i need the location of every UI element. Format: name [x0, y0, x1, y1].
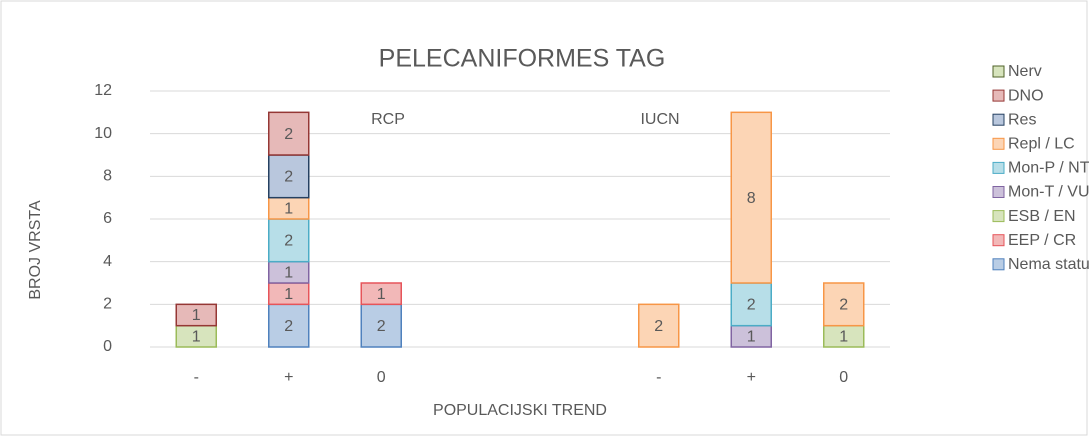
bar-segment — [268, 218, 310, 263]
legend-label: Res — [1008, 111, 1036, 128]
y-tick-label: 0 — [103, 338, 112, 355]
y-axis-label: BROJ VRSTA — [27, 200, 44, 300]
legend-swatch — [992, 186, 1005, 198]
data-label: 2 — [284, 126, 293, 143]
data-label: 2 — [747, 297, 756, 314]
data-label: 2 — [284, 318, 293, 335]
bar-segment — [268, 111, 310, 156]
y-tick-label: 8 — [103, 168, 112, 185]
data-label: 2 — [654, 318, 663, 335]
legend-swatch — [992, 137, 1005, 150]
legend-label: Nerv — [1008, 63, 1042, 80]
legend-label: ESB / EN — [1008, 208, 1076, 225]
legend-swatch — [992, 65, 1005, 78]
bar-segment — [730, 111, 772, 284]
legend-label: DNO — [1008, 87, 1044, 104]
data-label: 2 — [839, 297, 848, 314]
legend-label: EEP / CR — [1008, 232, 1076, 249]
y-tick-label: 2 — [103, 296, 112, 313]
data-label: 1 — [839, 329, 848, 346]
legend-swatch — [992, 89, 1005, 102]
y-tick-label: 6 — [103, 210, 112, 227]
bar-segment — [730, 282, 772, 327]
x-tick-label: 0 — [839, 369, 848, 386]
annotation: IUCN — [640, 111, 679, 128]
x-tick-label: + — [284, 369, 293, 386]
data-label: 1 — [377, 286, 386, 303]
legend-swatch — [992, 234, 1005, 247]
y-tick-label: 12 — [94, 82, 112, 99]
x-tick-label: + — [747, 369, 756, 386]
x-axis-label: POPULACIJSKI TREND — [433, 402, 607, 419]
legend-label: Nema statusa — [1008, 256, 1089, 273]
bar-segment — [175, 303, 217, 327]
bar-segment — [360, 303, 402, 348]
x-tick-label: 0 — [377, 369, 386, 386]
data-label: 2 — [284, 169, 293, 186]
data-label: 1 — [284, 265, 293, 282]
data-label: 1 — [747, 329, 756, 346]
x-tick-label: - — [194, 369, 199, 386]
data-label: 1 — [192, 329, 201, 346]
data-label: 8 — [747, 190, 756, 207]
annotation: RCP — [371, 111, 405, 128]
bar-segment — [823, 282, 865, 327]
legend-swatch — [992, 258, 1005, 271]
legend-label: Repl / LC — [1008, 136, 1075, 153]
bar-segment — [638, 303, 680, 348]
data-label: 1 — [284, 201, 293, 218]
data-label: 1 — [284, 286, 293, 303]
legend-label: Mon-P / NT — [1008, 160, 1089, 177]
chart-title: PELECANIFORMES TAG — [379, 45, 666, 73]
data-label: 1 — [192, 307, 201, 324]
data-label: 2 — [377, 318, 386, 335]
legend-swatch — [992, 210, 1005, 223]
legend-label: Mon-T / VU — [1008, 184, 1089, 201]
legend-swatch — [992, 161, 1005, 174]
bar-segment — [360, 282, 402, 306]
y-tick-label: 4 — [103, 253, 112, 270]
x-tick-label: - — [656, 369, 661, 386]
data-label: 2 — [284, 233, 293, 250]
y-tick-label: 10 — [94, 125, 112, 142]
legend-swatch — [992, 113, 1005, 126]
